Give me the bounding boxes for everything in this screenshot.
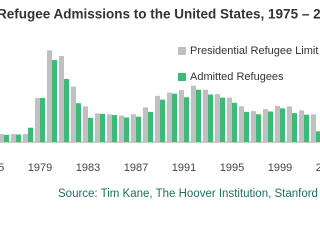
bar [244,111,249,142]
bar [59,56,64,142]
x-tick-label: 2003 [316,162,320,174]
bar [148,111,153,142]
bar [0,134,4,142]
bar [160,99,165,142]
bar [215,94,220,142]
bar [143,107,148,142]
bar [196,89,201,142]
source-note: Source: Tim Kane, The Hoover Institution… [58,188,320,200]
bar [47,50,52,143]
legend-swatch [178,47,186,55]
bar [71,86,76,142]
x-tick-label: 1987 [124,162,148,174]
bar [311,114,316,142]
bar [119,115,124,142]
bar [280,108,285,142]
bar [23,134,28,142]
bar [179,90,184,142]
bar [64,79,69,142]
bar [227,97,232,142]
bar [172,93,177,142]
bar [232,102,237,142]
bar [184,97,189,142]
bar [287,106,292,142]
bar [299,110,304,142]
bar [155,95,160,142]
x-tick-label: 1995 [220,162,244,174]
bar [28,127,33,142]
bar [136,116,141,142]
bar [83,106,88,142]
legend-label: Presidential Refugee Limit [190,45,318,57]
chart: Refugee Admissions to the United States,… [0,6,320,201]
bar [4,134,9,142]
bar [107,114,112,142]
bar [208,94,213,142]
bar [220,97,225,142]
bar [76,103,81,142]
bar [40,98,45,142]
legend-swatch [178,73,186,81]
x-tick-label: 1979 [28,162,52,174]
bar [203,89,208,142]
bar [251,111,256,142]
bar [191,85,196,142]
bar [100,113,105,142]
bar [239,106,244,142]
bar [112,115,117,142]
x-tick-label: 1991 [172,162,196,174]
bar [52,60,57,142]
bar [124,117,129,142]
bar [131,114,136,142]
legend-label: Admitted Refugees [190,71,284,83]
x-tick-label: 1975 [0,162,4,174]
bar [167,92,172,142]
bar [11,134,16,142]
bar [263,109,268,142]
bar [304,114,309,142]
bar [88,117,93,142]
bar [35,98,40,142]
bar [316,131,320,142]
bar [268,111,273,142]
x-tick-label: 1999 [268,162,292,174]
bar [95,113,100,142]
bar [16,134,21,142]
bar [292,113,297,142]
bar [275,105,280,142]
chart-title: Refugee Admissions to the United States,… [0,7,320,22]
bar [256,114,261,142]
x-tick-label: 1983 [76,162,100,174]
